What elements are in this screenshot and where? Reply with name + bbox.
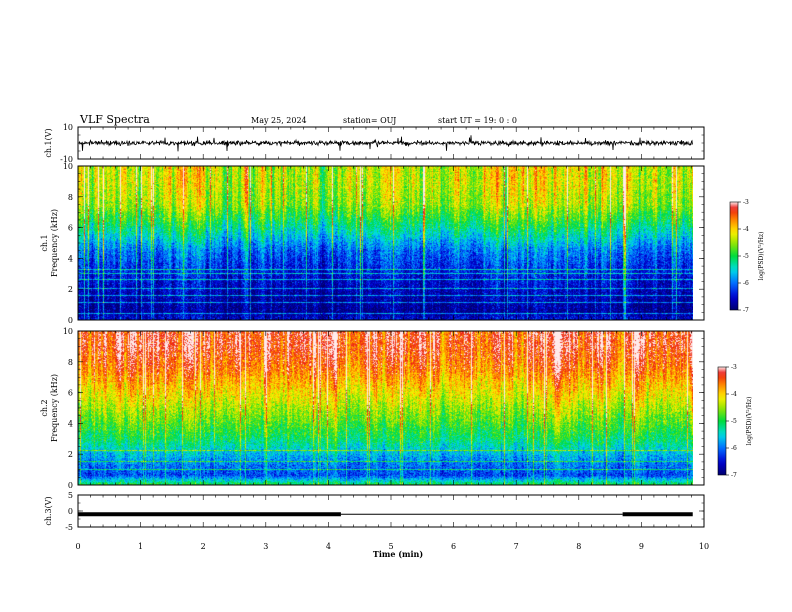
date-label: May 25, 2024	[251, 116, 307, 125]
colorbar-tick-label: -5	[743, 253, 749, 260]
x-tick-label: 0	[75, 542, 80, 551]
y-tick-label: -5	[65, 523, 73, 532]
x-tick-label: 3	[263, 542, 268, 551]
ch1-colorbar-label: log(PSD)(V²/Hz)	[758, 232, 765, 281]
x-tick-label: 9	[639, 542, 644, 551]
y-tick-label: 4	[68, 419, 73, 428]
figure-title: VLF Spectra	[79, 113, 150, 126]
ch3-trace-panel: 5 0 -5 ch.3(V)	[44, 491, 705, 532]
x-tick-label: 7	[514, 542, 519, 551]
y-tick-label: 10	[63, 327, 73, 336]
x-axis-label: Time (min)	[373, 549, 423, 559]
colorbar-tick-label: -6	[731, 445, 737, 452]
y-tick-label: 6	[68, 224, 73, 233]
y-tick-label: 0	[68, 507, 73, 516]
y-tick-label: 0	[68, 481, 73, 490]
y-tick-label: 10	[63, 123, 73, 132]
ch1-spectrogram-ylabel-line2: Frequency (kHz)	[50, 209, 59, 277]
colorbar-tick-label: -5	[731, 418, 737, 425]
ch2-colorbar	[717, 366, 727, 476]
ch1-colorbar	[729, 201, 739, 311]
colorbar-tick-label: -4	[743, 226, 749, 233]
colorbar-tick-label: -6	[743, 280, 749, 287]
station-label: station= OUJ	[343, 116, 396, 125]
ch1-spectrogram-y-ticks: 0 2 4 6 8 10	[63, 162, 704, 325]
y-tick-label: 2	[68, 285, 73, 294]
ch1-waveform-line	[78, 135, 693, 152]
x-tick-label: 10	[699, 542, 709, 551]
ch2-colorbar-ticks: -3 -4 -5 -6 -7	[726, 364, 737, 479]
y-tick-label: 8	[68, 358, 73, 367]
ch3-ylabel: ch.3(V)	[44, 496, 53, 525]
y-tick-label: 5	[68, 491, 73, 500]
y-tick-label: 0	[68, 316, 73, 325]
colorbar-tick-label: -3	[743, 199, 749, 206]
ch1-waveform-panel: 10 -10 ch.1(V)	[44, 123, 705, 164]
x-tick-label: 2	[201, 542, 206, 551]
ch1-spectrogram-ylabel-line1: ch.1	[40, 234, 49, 251]
y-tick-label: 8	[68, 193, 73, 202]
ch2-spectrogram-image	[78, 331, 693, 485]
ch1-spectrogram-image	[78, 166, 693, 320]
ch1-colorbar-ticks: -3 -4 -5 -6 -7	[738, 199, 749, 314]
colorbar-tick-label: -7	[731, 472, 737, 479]
colorbar-tick-label: -4	[731, 391, 737, 398]
y-tick-label: 10	[63, 162, 73, 171]
ch2-spectrogram-ylabel-line1: ch.2	[40, 399, 49, 416]
ch1-waveform-ylabel: ch.1(V)	[44, 128, 53, 157]
x-tick-label: 8	[576, 542, 581, 551]
y-tick-label: 6	[68, 389, 73, 398]
start-time-label: start UT = 19: 0 : 0	[438, 116, 517, 125]
x-tick-label: 6	[451, 542, 456, 551]
ch2-spectrogram-ylabel-line2: Frequency (kHz)	[50, 374, 59, 442]
x-tick-label: 5	[388, 542, 393, 551]
x-tick-label: 1	[138, 542, 143, 551]
y-tick-label: 4	[68, 254, 73, 263]
y-tick-label: -10	[60, 155, 73, 164]
ch2-colorbar-label: log(PSD)(V²/Hz)	[746, 397, 753, 446]
ch3-y-ticks: 5 0 -5	[65, 491, 704, 532]
ch2-spectrogram-y-ticks: 0 2 4 6 8 10	[63, 327, 704, 490]
x-tick-label: 4	[326, 542, 331, 551]
colorbar-tick-label: -3	[731, 364, 737, 371]
ch1-y-ticks: 10 -10	[60, 123, 704, 164]
y-tick-label: 2	[68, 450, 73, 459]
colorbar-tick-label: -7	[743, 307, 749, 314]
time-x-axis: 0 1 2 3 4 5 6 7 8 9 10	[75, 127, 709, 551]
